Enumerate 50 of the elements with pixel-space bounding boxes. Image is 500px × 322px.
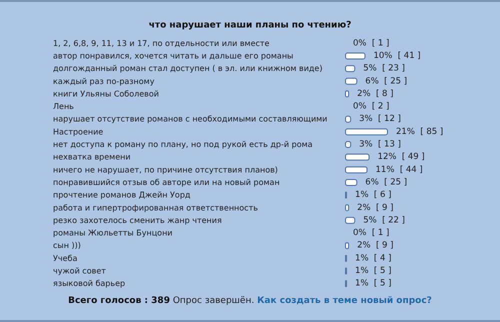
y-tick-label: чужой совет — [53, 266, 106, 276]
data-label: 0% [ 2 ] — [353, 102, 390, 112]
y-tick-label: 1, 2, 6,8, 9, 11, 13 и 17, по отдельности или вместе — [53, 38, 270, 48]
y-tick-label: языковой барьер — [53, 279, 126, 288]
y-tick-label: резко захотелось сменить жанр чтения — [53, 216, 222, 225]
y-tick-label: сын ))) — [53, 241, 81, 250]
data-label: 2% [ 9 ] — [357, 202, 394, 213]
y-tick-label: прочтение романов Джейн Уорд — [53, 190, 191, 200]
y-tick-label: каждый раз по-разному — [53, 76, 155, 86]
data-label: 0% [ 1 ] — [353, 38, 390, 48]
y-tick-label: Настроение — [53, 127, 104, 136]
data-label: 3% [ 12 ] — [359, 114, 401, 124]
data-label: 11% [ 44 ] — [376, 164, 423, 175]
y-tick-label: нехватка времени — [53, 152, 131, 162]
data-label: 6% [ 25 ] — [365, 76, 408, 86]
y-tick-label: Учеба — [53, 254, 78, 263]
data-label: 0% [ 1 ] — [353, 228, 390, 238]
text: Всего голосов : 389 — [68, 296, 170, 306]
data-label: 6% [ 25 ] — [365, 177, 408, 188]
y-tick-label: понравившийся отзыв об авторе или на новый роман — [53, 178, 280, 187]
data-label: 2% [ 8 ] — [357, 88, 394, 99]
text: что нарушает наши планы по чтению? — [148, 20, 352, 30]
data-label: 1% [ 4 ] — [355, 253, 392, 264]
data-label: 1% [ 5 ] — [355, 278, 392, 289]
text: Как создать в теме новый опрос? — [257, 296, 432, 306]
y-tick-label: автор понравился, хочется читать и дальше его романы — [53, 51, 294, 60]
y-tick-label: ничего не нарушает, по причине отсутствия планов) — [53, 165, 278, 174]
data-label: 1% [ 6 ] — [355, 190, 392, 200]
data-label: 3% [ 13 ] — [359, 140, 401, 150]
y-tick-label: долгожданный роман стал доступен ( в эл. или книжном виде) — [53, 64, 322, 74]
data-label: 5% [ 23 ] — [363, 64, 405, 74]
bar — [345, 166, 368, 174]
bar — [345, 78, 358, 85]
bar — [345, 178, 358, 186]
y-tick-label: книги Ульяны Соболевой — [53, 89, 159, 98]
y-tick-label: нарушает отсутствие романов с необходимыми составляющими — [53, 114, 328, 124]
y-tick-label: романы Жюльетты Бунцони — [53, 228, 173, 238]
bar — [345, 154, 370, 161]
y-tick-label: Лень — [53, 102, 74, 112]
data-label: 1% [ 5 ] — [355, 266, 392, 276]
y-tick-label: нет доступа к роману по плану, но под рукой есть др-й рома — [53, 140, 313, 150]
data-label: 21% [ 85 ] — [396, 126, 444, 137]
y-tick-label: работа и гипертрофированная ответственность — [53, 203, 258, 212]
data-label: 5% [ 22 ] — [363, 215, 405, 226]
text: Опрос завершён. — [172, 296, 254, 306]
data-label: 10% [ 41 ] — [373, 50, 421, 61]
data-label: 2% [ 9 ] — [357, 240, 394, 251]
bar — [345, 52, 366, 60]
data-label: 12% [ 49 ] — [378, 152, 425, 162]
bar — [345, 128, 388, 136]
